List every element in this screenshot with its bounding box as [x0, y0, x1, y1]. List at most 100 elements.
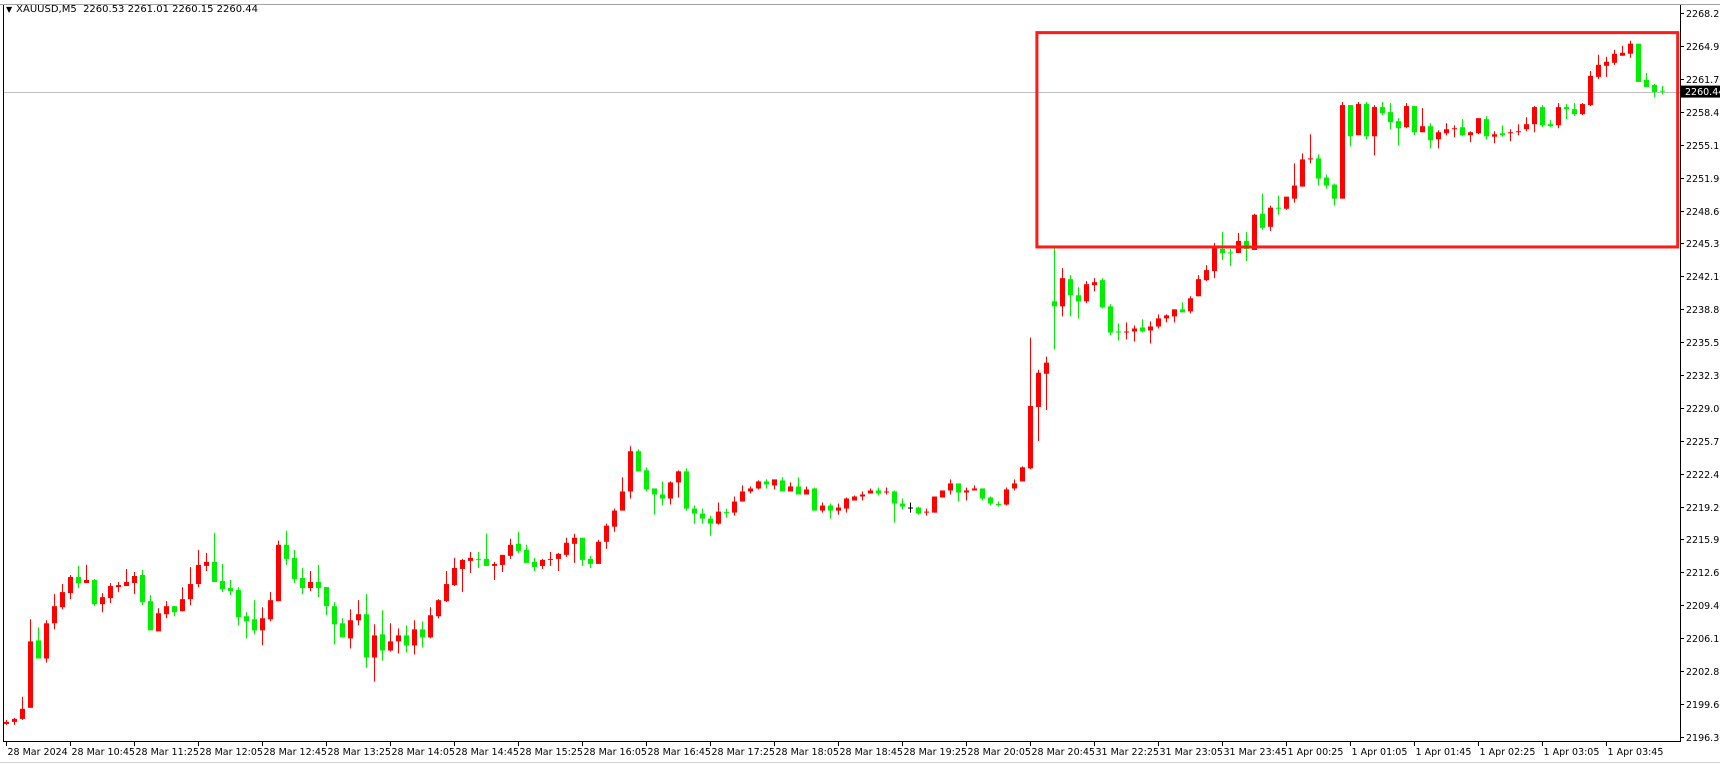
time-tick-label: 1 Apr 00:25 — [1288, 747, 1344, 758]
candle — [812, 487, 817, 511]
candle — [828, 503, 833, 519]
candle-body — [884, 491, 889, 493]
candle — [124, 568, 129, 587]
candle-body — [1516, 131, 1521, 133]
candle-body — [1308, 158, 1313, 160]
candle-body — [1428, 126, 1433, 141]
candle — [804, 486, 809, 495]
candle-body — [500, 554, 505, 565]
candle-body — [548, 558, 553, 560]
candle-body — [460, 559, 465, 569]
candle — [1476, 118, 1481, 135]
price-tick-label: 2251.90 — [1686, 174, 1720, 185]
triangle-down-icon[interactable]: ▼ — [6, 5, 13, 14]
candle-body — [1332, 184, 1337, 199]
candle — [1452, 125, 1457, 138]
candle-body — [84, 580, 89, 584]
candle-body — [740, 491, 745, 502]
candle-body — [260, 618, 265, 631]
candle — [1596, 54, 1601, 79]
candle — [76, 565, 81, 589]
candle — [684, 468, 689, 511]
candle — [364, 594, 369, 668]
candle — [4, 719, 9, 725]
candle-body — [364, 614, 369, 658]
time-tick-label: 28 Mar 19:25 — [904, 747, 967, 758]
candle — [924, 508, 929, 516]
candle-body — [1124, 331, 1129, 333]
candle — [1036, 369, 1041, 442]
time-tick-label: 31 Mar 23:05 — [1160, 747, 1223, 758]
candle-body — [1044, 362, 1049, 374]
price-tick-label: 2209.40 — [1686, 601, 1720, 612]
candle-body — [116, 585, 121, 588]
candle — [420, 621, 425, 648]
candle — [380, 610, 385, 661]
candle-body — [1204, 270, 1209, 281]
candle-body — [44, 623, 49, 659]
price-tick-label: 2196.30 — [1686, 733, 1720, 744]
candle-body — [748, 488, 753, 492]
candle-body — [1596, 64, 1601, 77]
annotation-rectangle[interactable] — [1035, 31, 1680, 249]
price-tick-label: 2255.15 — [1686, 141, 1720, 152]
candle — [948, 479, 953, 495]
candle-body — [1292, 185, 1297, 199]
candle-body — [668, 482, 673, 499]
candle-body — [1244, 240, 1249, 249]
candle — [1564, 104, 1569, 120]
price-tick-label: 2245.35 — [1686, 239, 1720, 250]
candle-body — [1604, 61, 1609, 66]
candle — [956, 483, 961, 502]
candle — [1172, 309, 1177, 323]
candle — [452, 557, 457, 587]
candle-body — [284, 544, 289, 559]
candle-body — [1156, 318, 1161, 327]
candle-body — [1108, 306, 1113, 333]
candle-body — [708, 518, 713, 524]
candle — [492, 561, 497, 581]
candle-body — [1412, 106, 1417, 133]
candle — [700, 508, 705, 524]
candle — [1340, 102, 1345, 199]
candle-body — [1356, 104, 1361, 136]
candle-body — [1132, 328, 1137, 332]
candle-body — [308, 582, 313, 589]
candle — [1420, 108, 1425, 133]
candle — [1380, 102, 1385, 116]
candle-body — [652, 488, 657, 495]
candle-body — [1564, 107, 1569, 110]
candle — [1412, 106, 1417, 136]
candle — [284, 530, 289, 565]
candle-body — [836, 507, 841, 511]
candle-body — [468, 557, 473, 561]
candle-body — [1628, 43, 1633, 54]
candle — [1004, 487, 1009, 506]
candle-body — [220, 581, 225, 590]
candle-body — [1060, 278, 1065, 307]
candle-body — [1404, 106, 1409, 128]
candle-body — [700, 513, 705, 519]
candle-body — [508, 544, 513, 556]
candle — [220, 563, 225, 593]
candle — [1044, 356, 1049, 410]
candle-body — [36, 640, 41, 659]
candle-body — [348, 620, 353, 639]
candle — [156, 608, 161, 632]
candle — [1332, 183, 1337, 206]
candle-body — [940, 490, 945, 498]
time-axis[interactable]: 28 Mar 2024 28 Mar 10:45 28 Mar 11:25 28 Ma… — [6, 741, 1664, 758]
candle — [1484, 116, 1489, 140]
candle — [1148, 321, 1153, 344]
price-tick-label: 2258.45 — [1686, 108, 1720, 119]
current-price-text: 2260.44 — [1685, 87, 1720, 98]
candle — [12, 717, 17, 725]
candle-body — [628, 451, 633, 492]
time-tick-label: 31 Mar 22:25 — [1096, 747, 1159, 758]
candle — [996, 501, 1001, 507]
chart-frame — [0, 4, 1720, 763]
candle — [1620, 45, 1625, 56]
candle-body — [180, 599, 185, 612]
price-axis[interactable]: 2268.25 2264.95 2261.70 2258.45 2255.15 2251.… — [1680, 9, 1720, 744]
